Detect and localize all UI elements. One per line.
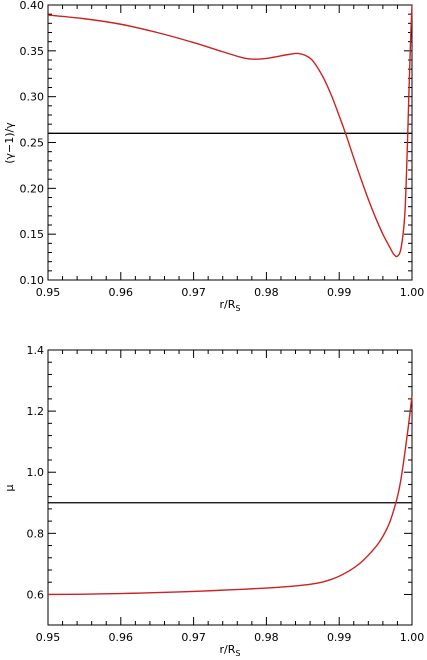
y-tick-label-top: 0.20	[20, 182, 45, 195]
x-tick-label-bottom: 0.97	[181, 631, 206, 644]
y-tick-label-bottom: 1.4	[27, 344, 45, 357]
panel-top: 0.95 0.96 0.97 0.98 0.99 1.00 0.10 0.15 0.20 0.2…	[3, 0, 424, 313]
x-tick-label-bottom: 0.96	[109, 631, 134, 644]
y-tick-label-top: 0.10	[20, 274, 45, 287]
x-tick-labels-bottom: 0.95 0.96 0.97 0.98 0.99 1.00	[36, 631, 425, 644]
tick-marks-top	[47, 4, 413, 281]
x-tick-label-top: 0.98	[254, 286, 279, 299]
x-tick-label-bottom: 0.95	[36, 631, 61, 644]
plot-frame-bottom	[47, 349, 413, 626]
x-tick-label-top: 1.00	[400, 286, 425, 299]
x-tick-label-top: 0.97	[181, 286, 206, 299]
series-line-bottom	[47, 395, 413, 596]
x-tick-label-bottom: 0.99	[327, 631, 352, 644]
y-tick-label-top: 0.15	[20, 228, 45, 241]
x-axis-label-top: r/RS	[220, 298, 241, 313]
y-tick-label-bottom: 0.6	[27, 588, 45, 601]
x-tick-label-bottom: 1.00	[400, 631, 425, 644]
y-axis-label-bottom: μ	[3, 485, 16, 492]
y-tick-label-top: 0.40	[20, 0, 45, 12]
x-tick-labels-top: 0.95 0.96 0.97 0.98 0.99 1.00	[36, 286, 425, 299]
y-tick-labels-top: 0.10 0.15 0.20 0.25 0.30 0.35 0.40	[20, 0, 45, 287]
y-axis-label-top: (γ−1)/γ	[3, 122, 16, 164]
x-tick-label-bottom: 0.98	[254, 631, 279, 644]
y-tick-label-top: 0.35	[20, 45, 45, 58]
y-tick-labels-bottom: 0.6 0.8 1.0 1.2 1.4	[27, 344, 45, 601]
x-tick-label-top: 0.96	[109, 286, 134, 299]
tick-marks-bottom	[47, 349, 413, 625]
x-axis-label-bottom: r/RS	[220, 643, 241, 658]
x-tick-label-top: 0.95	[36, 286, 61, 299]
y-tick-label-top: 0.25	[20, 137, 45, 150]
series-line-top	[47, 4, 413, 258]
x-tick-label-top: 0.99	[327, 286, 352, 299]
y-tick-label-bottom: 1.2	[27, 405, 45, 418]
y-tick-label-top: 0.30	[20, 91, 45, 104]
y-tick-label-bottom: 1.0	[27, 466, 45, 479]
panel-bottom: 0.95 0.96 0.97 0.98 0.99 1.00 0.6 0.8 1.0 1.2 1.4…	[3, 344, 424, 658]
y-tick-label-bottom: 0.8	[27, 527, 45, 540]
plot-frame-top	[47, 4, 413, 281]
